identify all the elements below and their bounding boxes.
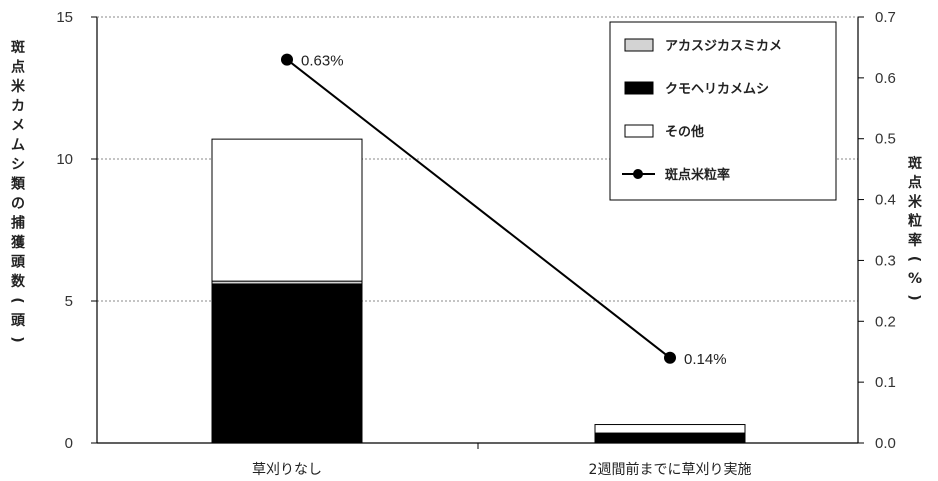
data-label: 0.14% <box>684 351 727 368</box>
legend-label: クモヘリカメムシ <box>665 82 769 97</box>
y-axis-left-ticks: 0 5 10 15 <box>56 9 97 452</box>
svg-text:点: 点 <box>908 174 922 191</box>
y-axis-right-ticks: 0.0 0.1 0.2 0.3 0.4 0.5 0.6 0.7 <box>858 9 896 452</box>
y2-tick-label: 0.5 <box>875 131 896 148</box>
legend-swatch <box>624 81 654 95</box>
svg-text:米: 米 <box>908 193 923 210</box>
y2-tick-label: 0.6 <box>875 70 896 87</box>
svg-text:%: % <box>908 271 922 287</box>
svg-text:点: 点 <box>11 59 25 76</box>
svg-text:(: ( <box>9 297 25 303</box>
svg-text:シ: シ <box>11 157 25 173</box>
x-tick-label: 2週間前までに草刈り実施 <box>589 461 752 478</box>
svg-text:類: 類 <box>10 177 26 193</box>
y-axis-right-title: 斑点米粒率 (%) <box>906 155 923 301</box>
svg-text:メ: メ <box>11 118 25 134</box>
legend-swatch <box>624 124 654 138</box>
svg-text:): ) <box>906 294 922 300</box>
y2-tick-label: 0.0 <box>875 435 896 452</box>
svg-text:ム: ム <box>11 138 25 154</box>
y2-tick-label: 0.4 <box>875 192 896 209</box>
legend-swatch <box>624 38 654 52</box>
svg-text:(: ( <box>906 256 922 262</box>
svg-text:頭: 頭 <box>11 313 26 329</box>
line-path <box>286 58 671 359</box>
svg-text:): ) <box>9 336 25 342</box>
svg-text:数: 数 <box>11 273 26 290</box>
svg-text:獲: 獲 <box>11 234 26 251</box>
svg-text:カ: カ <box>11 99 25 115</box>
svg-text:捕: 捕 <box>11 215 25 232</box>
bar-segment <box>211 138 363 282</box>
y-tick-label: 5 <box>65 293 73 310</box>
svg-text:斑: 斑 <box>11 39 25 56</box>
svg-text:率: 率 <box>908 232 922 249</box>
legend-marker <box>633 169 643 179</box>
bar-segment <box>594 432 746 444</box>
y-tick-label: 0 <box>65 435 73 452</box>
svg-text:粒: 粒 <box>908 213 922 230</box>
y-axis-right-title: 斑点米粒率 (%) <box>906 155 923 301</box>
x-axis-labels: 草刈りなし 2週間前までに草刈り実施 <box>252 461 751 478</box>
x-tick-label: 草刈りなし <box>252 462 322 478</box>
plot-frame <box>96 16 859 449</box>
bar-segment <box>211 283 363 444</box>
svg-text:の: の <box>11 196 25 212</box>
bar-segment <box>594 424 746 434</box>
legend-label: 斑点米粒率 <box>665 167 730 183</box>
legend-label: その他 <box>665 124 704 140</box>
svg-text:斑: 斑 <box>908 155 922 172</box>
y-tick-label: 15 <box>56 9 73 26</box>
y-tick-label: 10 <box>56 151 73 168</box>
legend-box <box>609 21 837 201</box>
y2-tick-label: 0.3 <box>875 252 896 269</box>
y2-tick-label: 0.1 <box>875 374 896 391</box>
svg-text:米: 米 <box>11 78 26 95</box>
data-label: 0.63% <box>301 53 344 70</box>
line-series: 0.63% 0.14% <box>281 53 727 368</box>
legend-label: アカスジカスミカメ <box>665 39 782 54</box>
y2-tick-label: 0.7 <box>875 9 896 26</box>
line-point <box>664 351 676 364</box>
y2-tick-label: 0.2 <box>875 313 896 330</box>
bars <box>211 138 746 444</box>
line-point <box>281 53 293 66</box>
svg-text:頭: 頭 <box>11 255 26 271</box>
